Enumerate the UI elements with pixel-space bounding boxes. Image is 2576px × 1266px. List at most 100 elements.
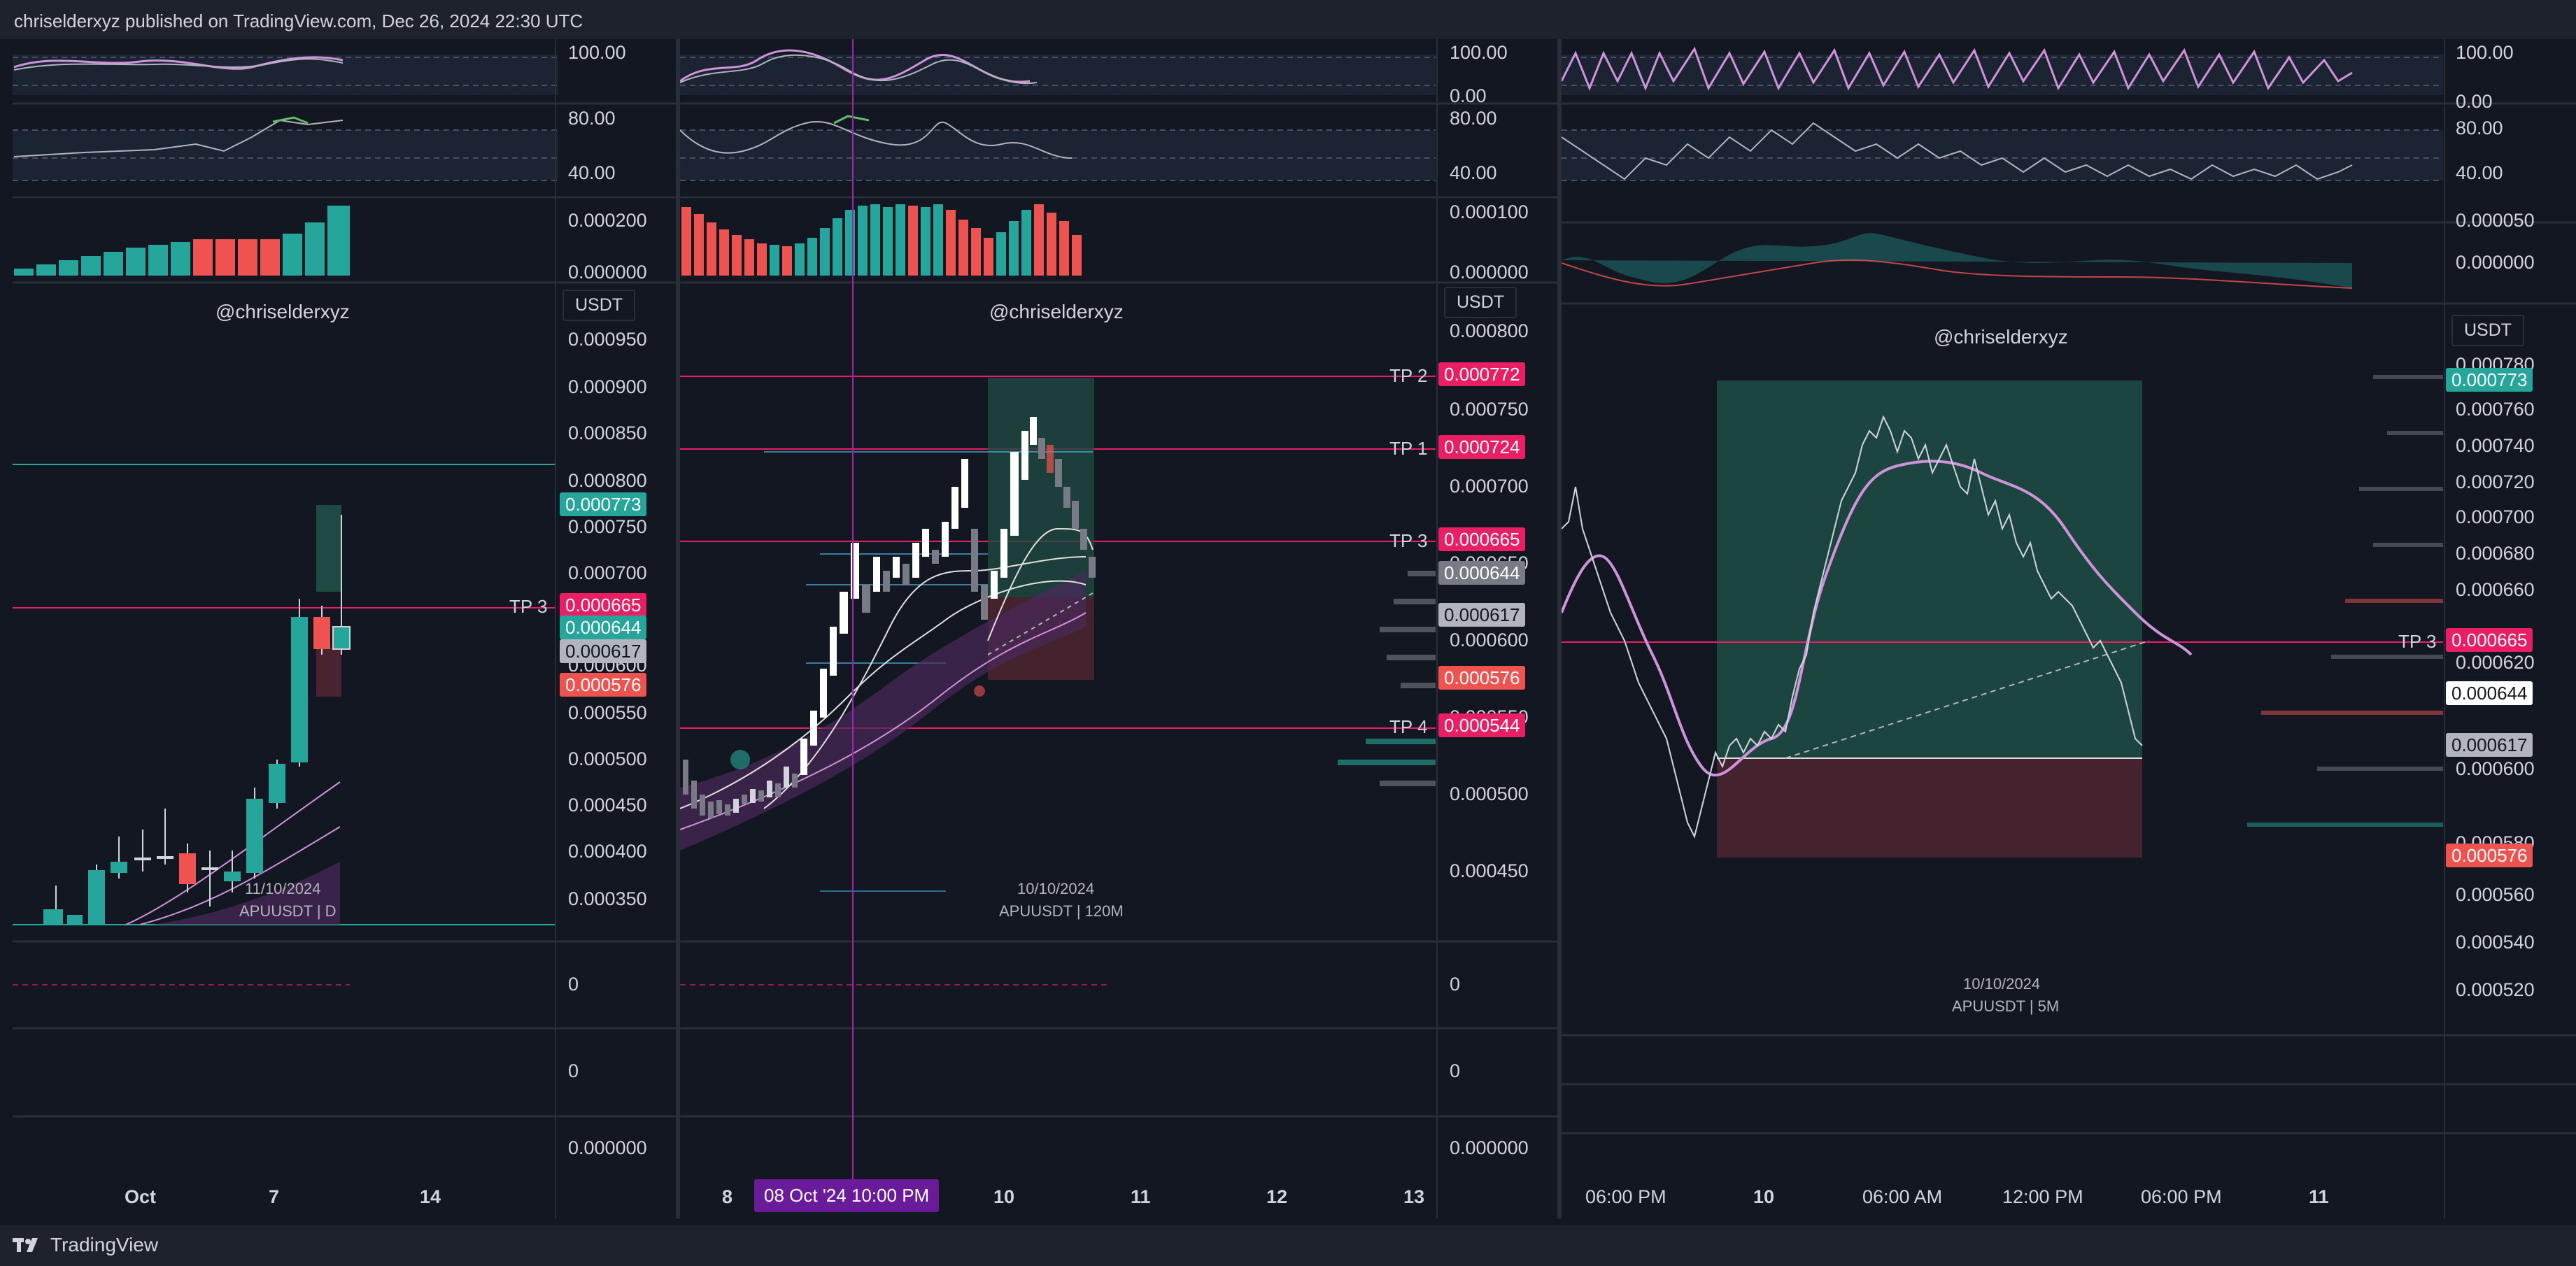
- osc-scale-bottom: 40.00: [1450, 162, 1497, 183]
- price-badge-stop: 0.000576: [2446, 844, 2533, 867]
- price-badge-tp3: 0.000665: [1438, 527, 1526, 551]
- price-badge-entry: 0.000617: [1438, 603, 1526, 627]
- osc-scale-bottom: 40.00: [2456, 162, 2503, 183]
- panel-divider[interactable]: [1557, 39, 1562, 1218]
- x-tick: 11: [1131, 1186, 1151, 1207]
- watermark: @chriselderxyz: [215, 301, 350, 322]
- chart-date: 10/10/2024: [1017, 880, 1095, 897]
- rsi-scale-bottom: 0.00: [2456, 91, 2493, 112]
- price-badge-tp4: 0.000544: [1438, 713, 1526, 737]
- price-tick: 0.000350: [568, 888, 647, 909]
- price-tick: 0.000720: [2456, 471, 2535, 492]
- watermark: @chriselderxyz: [989, 301, 1124, 322]
- price-tick: 0.000400: [568, 841, 647, 862]
- price-badge-stop: 0.000576: [560, 673, 647, 697]
- price-tick: 0.000600: [2456, 758, 2535, 779]
- chart-panel-120m[interactable]: 100.00 0.00 80.00 40.00 0.000100 0.00000…: [680, 39, 1557, 1218]
- x-tick: 12: [1266, 1186, 1288, 1207]
- price-tick: 0.000900: [568, 376, 647, 397]
- x-tick: 8: [722, 1186, 733, 1207]
- price-badge-current: 0.000644: [1438, 561, 1526, 585]
- 120m-chart-canvas[interactable]: [680, 39, 1557, 1218]
- osc-scale-top: 80.00: [1450, 108, 1497, 129]
- price-badge-current: 0.000644: [560, 616, 647, 639]
- x-tick: 10: [993, 1186, 1015, 1207]
- x-tick: 06:00 PM: [2141, 1186, 2222, 1207]
- intraday-candles: [683, 417, 1096, 818]
- chart-symbol: APUUSDT | 120M: [999, 902, 1124, 920]
- publisher-text: chriselderxyz published on TradingView.c…: [14, 10, 583, 31]
- price-tick: 0.000560: [2456, 884, 2535, 905]
- price-tick: 0.000500: [568, 748, 647, 769]
- chart-panel-5m[interactable]: 100.00 0.00 80.00 40.00 0.000050 0.00000…: [1562, 39, 2576, 1218]
- currency-selector[interactable]: USDT: [2451, 315, 2525, 346]
- chart-symbol: APUUSDT | D: [239, 902, 337, 920]
- price-badge-entry: 0.000617: [560, 639, 647, 663]
- publish-header: chriselderxyz published on TradingView.c…: [0, 0, 2576, 39]
- price-tick: 0.000700: [1450, 476, 1529, 497]
- x-tick: 13: [1403, 1186, 1425, 1207]
- watermark: @chriselderxyz: [1934, 326, 2068, 348]
- chart-date: 11/10/2024: [245, 880, 321, 897]
- price-tick: 0.000500: [1450, 783, 1529, 804]
- lower-scale-2: 0: [1450, 1060, 1461, 1081]
- tradingview-logo[interactable]: TradingView: [13, 1234, 158, 1256]
- volume-profile: [1338, 571, 1436, 786]
- price-tick: 0.000450: [1450, 860, 1529, 881]
- ema-line: [1562, 460, 2193, 777]
- lower-scale-1: 0: [568, 974, 579, 995]
- currency-selector[interactable]: USDT: [1444, 287, 1517, 318]
- vol-scale-top: 0.000100: [1450, 201, 1529, 222]
- osc-scale-bottom: 40.00: [568, 162, 616, 183]
- lower-scale-1: 0: [1450, 974, 1461, 995]
- vol-scale-top: 0.000050: [2456, 210, 2535, 231]
- price-tick: 0.000800: [568, 470, 647, 491]
- price-tick: 0.000450: [568, 795, 647, 816]
- price-tick: 0.000680: [2456, 543, 2535, 564]
- x-tick: 7: [269, 1186, 280, 1207]
- price-tick: 0.000950: [568, 329, 647, 350]
- price-badge-current: 0.000644: [2446, 681, 2533, 705]
- x-tick: 06:00 PM: [1585, 1186, 1666, 1207]
- tp3-label: TP 3: [509, 596, 548, 617]
- 5m-chart-canvas[interactable]: [1562, 39, 2576, 1218]
- price-tick: 0.000550: [568, 702, 647, 723]
- daily-candles: [43, 515, 351, 925]
- price-tick: 0.000540: [2456, 932, 2535, 953]
- volume-profile: [2247, 375, 2443, 827]
- price-badge-tp1: 0.000724: [1438, 435, 1526, 459]
- price-badge-stop: 0.000576: [1438, 666, 1526, 690]
- footer-bar: TradingView: [0, 1225, 2576, 1266]
- chart-panel-daily[interactable]: 100.00 80.00 40.00 0.000200 0.000000 @ch…: [0, 39, 676, 1218]
- price-tick: 0.000700: [2456, 506, 2535, 527]
- daily-chart-canvas[interactable]: [0, 39, 676, 1218]
- vol-scale-top: 0.000200: [568, 210, 647, 231]
- oscillator-line: [1562, 122, 2353, 180]
- vol-scale-bottom: 0.000000: [568, 262, 647, 283]
- panel-divider[interactable]: [676, 39, 680, 1218]
- price-tick: 0.000760: [2456, 399, 2535, 420]
- rsi-scale-top: 100.00: [1450, 42, 1508, 63]
- rsi-line: [1562, 46, 2353, 92]
- lower-scale-3: 0.000000: [1450, 1137, 1529, 1158]
- price-tick: 0.000660: [2456, 579, 2535, 600]
- x-tick: 10: [1753, 1186, 1775, 1207]
- price-badge-last: 0.000773: [560, 492, 647, 516]
- price-tick: 0.000740: [2456, 435, 2535, 456]
- price-badge-tp2: 0.000772: [1438, 362, 1526, 386]
- rsi-line: [13, 56, 344, 70]
- x-tick: Oct: [125, 1186, 157, 1207]
- volume-bars: [681, 204, 1082, 276]
- chart-symbol: APUUSDT | 5M: [1952, 997, 2060, 1015]
- rsi-scale-top: 100.00: [568, 42, 626, 63]
- price-tick: 0.000750: [568, 516, 647, 537]
- tp1-label: TP 1: [1389, 438, 1428, 459]
- x-tick: 06:00 AM: [1862, 1186, 1943, 1207]
- x-tick: 12:00 PM: [2002, 1186, 2083, 1207]
- currency-selector[interactable]: USDT: [562, 290, 636, 321]
- tp4-label: TP 4: [1389, 716, 1428, 737]
- price-tick: 0.000850: [568, 422, 647, 443]
- brand-name: TradingView: [50, 1234, 159, 1256]
- lower-scale-3: 0.000000: [568, 1137, 647, 1158]
- tradingview-logo-icon: [13, 1238, 38, 1252]
